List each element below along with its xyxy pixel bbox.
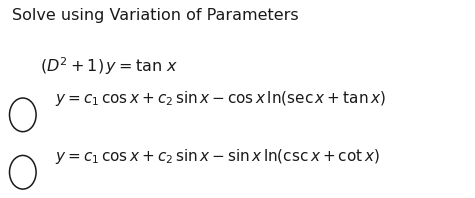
Text: $(D^2 + 1)\,y = \tan\,x$: $(D^2 + 1)\,y = \tan\,x$: [40, 55, 179, 77]
Text: $y = c_1\,\cos x + c_2\,\sin x - \sin x\,\ln(\csc x + \cot x)$: $y = c_1\,\cos x + c_2\,\sin x - \sin x\…: [55, 147, 379, 166]
Text: $y = c_1\,\cos x + c_2\,\sin x - \cos x\,\ln(\sec x + \tan x)$: $y = c_1\,\cos x + c_2\,\sin x - \cos x\…: [55, 89, 385, 109]
Text: Solve using Variation of Parameters: Solve using Variation of Parameters: [12, 8, 299, 23]
